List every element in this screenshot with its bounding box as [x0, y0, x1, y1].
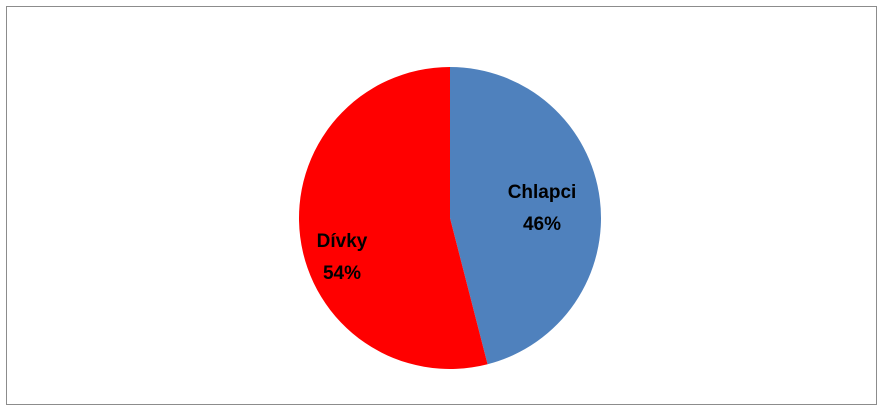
slice-label-divky-value: 54% — [323, 263, 361, 284]
pie-slices — [299, 67, 601, 369]
slice-label-chlapci-value: 46% — [523, 214, 561, 235]
pie-slice-divky — [299, 67, 488, 369]
slice-label-divky-name: Dívky — [317, 231, 368, 252]
slice-label-chlapci-name: Chlapci — [508, 182, 577, 203]
pie-slice-chlapci — [450, 67, 601, 365]
